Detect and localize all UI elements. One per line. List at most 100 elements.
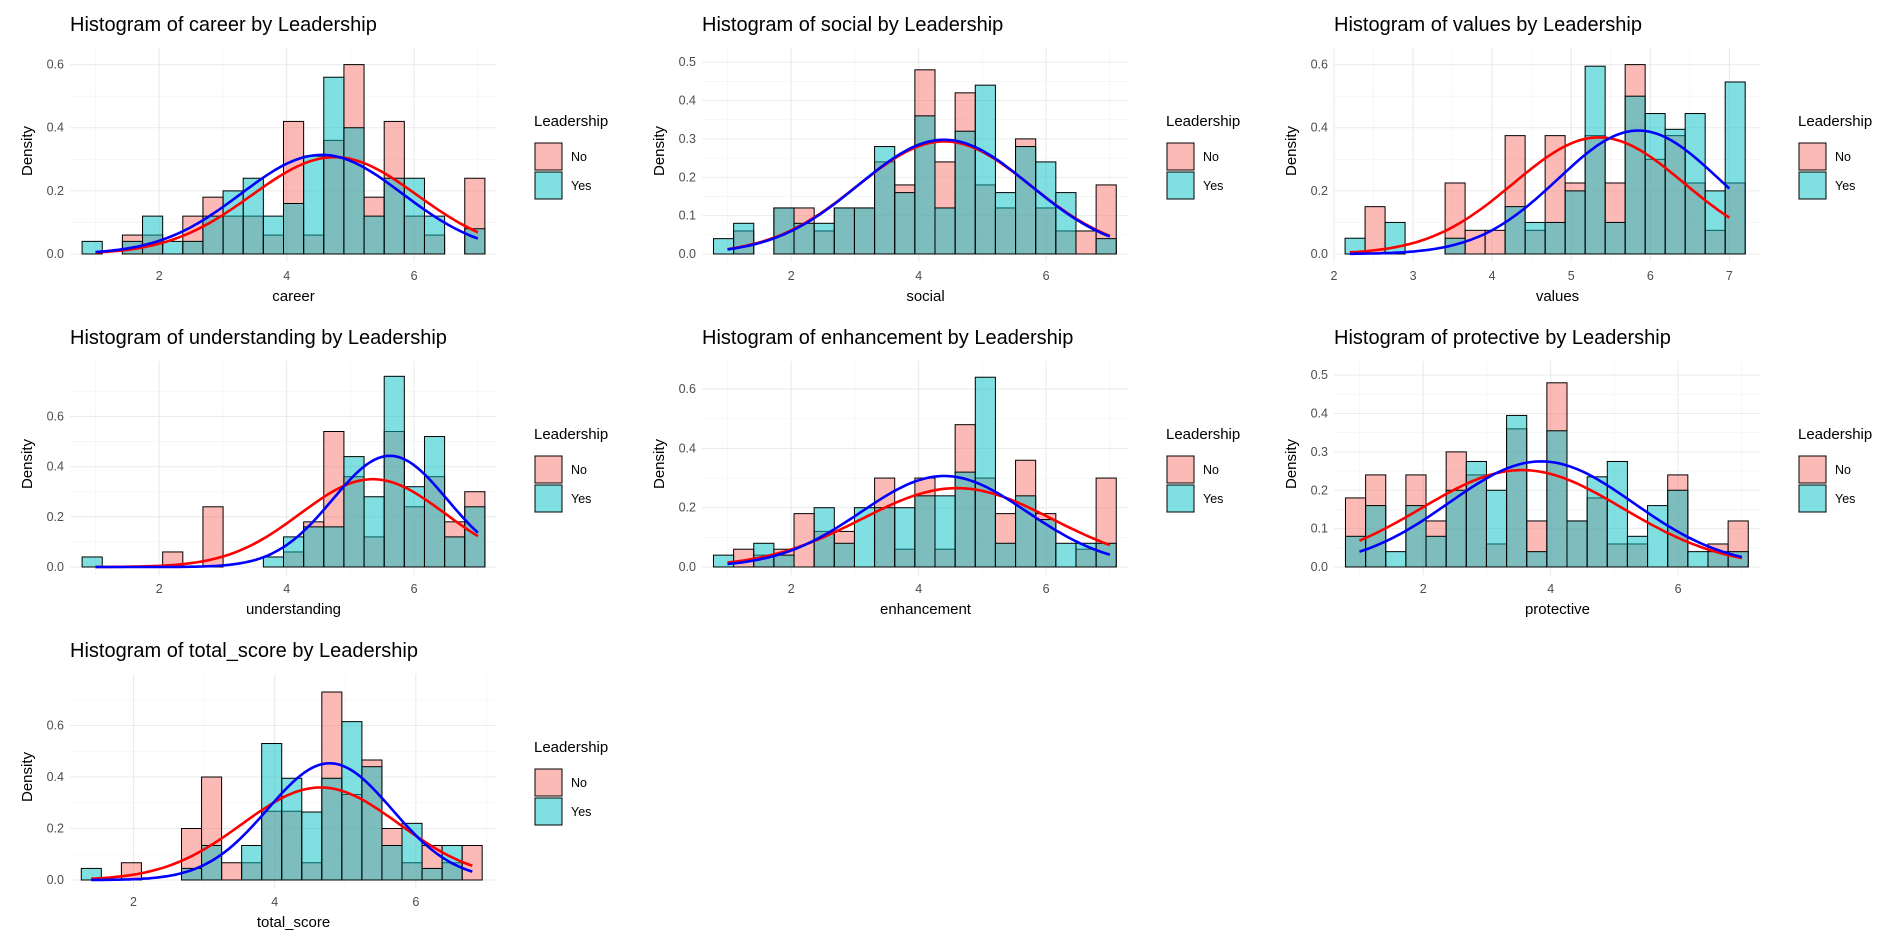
yes-bar <box>994 192 1017 255</box>
y-tick-label: 0.5 <box>1311 368 1328 382</box>
legend-label-yes: Yes <box>571 179 591 193</box>
yes-normal-curve <box>91 762 473 882</box>
legend-title: Leadership <box>1798 426 1872 443</box>
yes-bar <box>874 146 896 255</box>
legend-title: Leadership <box>534 113 608 130</box>
yes-bar <box>323 76 345 255</box>
y-tick-label: 0.2 <box>1311 483 1328 497</box>
yes-bar <box>262 556 285 568</box>
yes-bar <box>712 238 735 255</box>
yes-bar <box>974 376 996 568</box>
legend-key-yes <box>1166 484 1195 513</box>
yes-bar <box>1584 65 1606 255</box>
yes-bar <box>894 507 916 568</box>
yes-normal-curve <box>1359 460 1743 559</box>
yes-normal-curve <box>95 454 479 569</box>
yes-bar <box>323 526 345 568</box>
y-axis-title: Density <box>19 438 36 489</box>
bars <box>712 69 1117 255</box>
yes-bar <box>1564 190 1586 255</box>
yes-bar <box>262 215 285 255</box>
yes-bar <box>1365 505 1387 568</box>
x-tick-label: 6 <box>411 269 418 283</box>
y-tick-label: 0.4 <box>679 441 696 455</box>
yes-bar <box>303 526 325 568</box>
y-tick-label: 0.2 <box>679 170 696 184</box>
y-tick-label: 0.4 <box>47 121 64 135</box>
legend: Leadership No Yes <box>1798 113 1872 200</box>
yes-bar <box>733 222 755 255</box>
legend: Leadership No Yes <box>1798 426 1872 513</box>
yes-bar <box>321 777 343 881</box>
no-bar <box>221 862 243 881</box>
y-tick-label: 0.2 <box>679 501 696 515</box>
chart-title: Histogram of understanding by Leadership <box>70 327 447 349</box>
y-tick-label: 0.6 <box>1311 58 1328 72</box>
no-bar <box>1484 229 1506 255</box>
x-axis-title: protective <box>1525 601 1590 618</box>
legend-key-no <box>1166 455 1195 484</box>
no-bar <box>1075 230 1097 255</box>
yes-bar <box>1526 551 1548 568</box>
y-tick-label: 0.0 <box>679 247 696 261</box>
x-tick-label: 4 <box>283 269 290 283</box>
no-bar <box>793 513 815 568</box>
chart-title: Histogram of protective by Leadership <box>1334 327 1671 349</box>
y-tick-label: 0.6 <box>679 382 696 396</box>
yes-bar <box>894 192 916 255</box>
yes-bar <box>423 436 446 568</box>
x-axis-title: values <box>1536 288 1579 305</box>
yes-bar <box>773 554 795 568</box>
legend-label-yes: Yes <box>1835 179 1855 193</box>
x-axis-title: total_score <box>257 914 330 931</box>
y-tick-label: 0.4 <box>1311 407 1328 421</box>
yes-bar <box>162 240 184 255</box>
legend-label-yes: Yes <box>1203 179 1223 193</box>
y-tick-label: 0.0 <box>47 560 64 574</box>
x-tick-label: 5 <box>1568 269 1575 283</box>
histogram-panel: Histogram of total_score by Leadership 2 4… <box>19 640 608 931</box>
x-tick-label: 4 <box>271 895 278 909</box>
yes-bar <box>974 84 996 255</box>
legend-label-no: No <box>1203 463 1219 477</box>
y-axis-title: Density <box>651 125 668 176</box>
yes-bar <box>1035 519 1057 568</box>
y-tick-label: 0.2 <box>47 510 64 524</box>
yes-bar <box>343 456 365 568</box>
yes-bar <box>381 844 403 881</box>
no-normal-curve <box>1349 136 1731 254</box>
y-tick-label: 0.0 <box>1311 560 1328 574</box>
chart-title: Histogram of social by Leadership <box>702 14 1003 36</box>
y-tick-label: 0.3 <box>1311 445 1328 459</box>
yes-bar <box>1095 542 1117 568</box>
legend-key-no <box>534 455 563 484</box>
yes-bar <box>421 867 443 881</box>
yes-bar <box>341 721 363 881</box>
legend-key-no <box>1798 142 1827 171</box>
legend: Leadership No Yes <box>534 113 608 200</box>
histogram-panel: Histogram of career by Leadership 2 4 6 0.0 0… <box>19 14 608 305</box>
yes-bar <box>833 542 855 568</box>
legend-title: Leadership <box>534 739 608 756</box>
y-tick-label: 0.2 <box>47 184 64 198</box>
yes-bar <box>1015 146 1037 255</box>
density-curves <box>1358 460 1743 560</box>
legend-title: Leadership <box>1166 113 1240 130</box>
yes-bar <box>1485 489 1508 568</box>
yes-bar <box>81 556 103 568</box>
legend: Leadership No Yes <box>534 739 608 826</box>
y-tick-label: 0.6 <box>47 409 64 423</box>
yes-bar <box>1425 535 1447 568</box>
legend-label-yes: Yes <box>571 805 591 819</box>
chart-title: Histogram of total_score by Leadership <box>70 640 418 662</box>
yes-bar <box>1524 221 1546 255</box>
yes-bar <box>383 375 405 568</box>
chart-title: Histogram of values by Leadership <box>1334 14 1642 36</box>
yes-bar <box>1504 206 1526 255</box>
legend-key-yes <box>1798 484 1827 513</box>
no-bar <box>1364 206 1386 255</box>
x-axis-title: enhancement <box>880 601 972 618</box>
yes-bar <box>301 811 323 881</box>
no-normal-curve <box>1358 468 1743 560</box>
